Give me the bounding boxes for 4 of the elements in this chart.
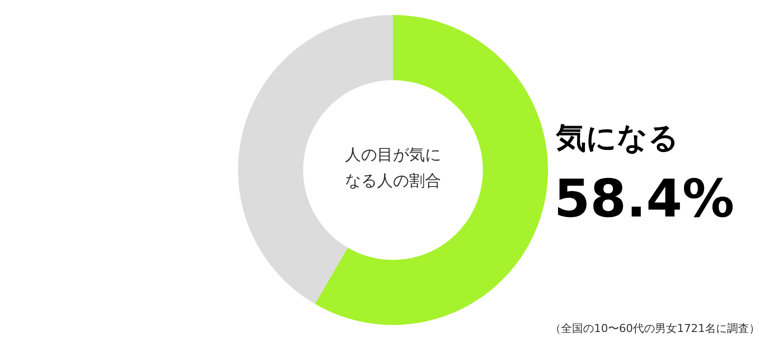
data-label: 58.4% [554,170,734,230]
text: （全国の10〜60代の男女1721名に調査） [550,321,760,336]
slice-label: 気になる [555,120,679,156]
text: 人の目が気になる人の割合 [344,144,442,192]
